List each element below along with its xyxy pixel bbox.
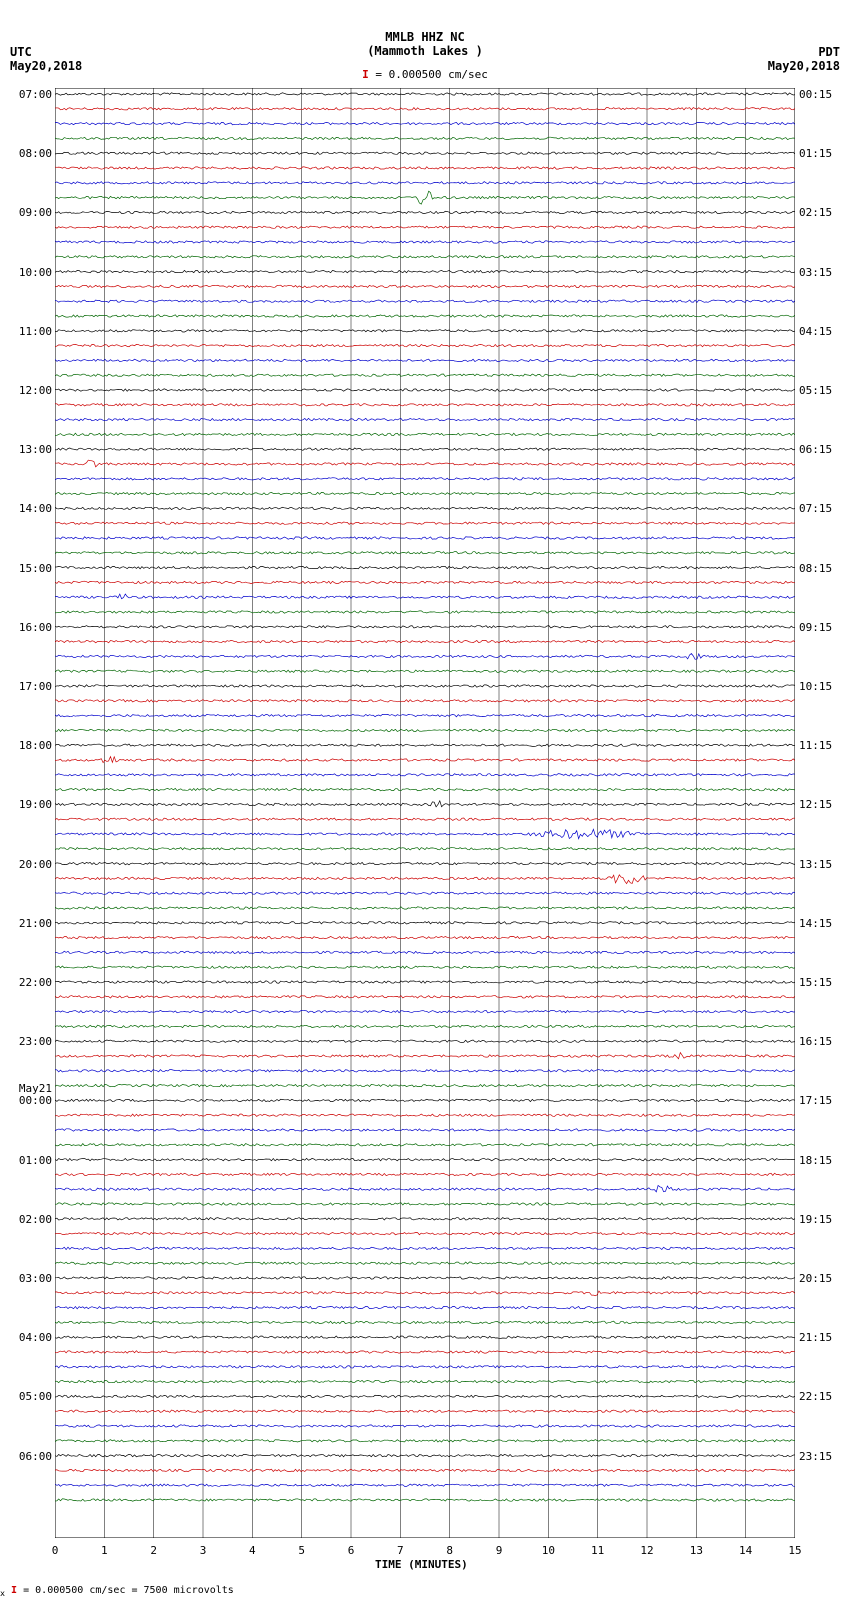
left-hour-label: 18:00 bbox=[2, 739, 52, 752]
right-hour-label: 18:15 bbox=[799, 1154, 847, 1167]
left-hour-label: 11:00 bbox=[2, 325, 52, 338]
right-hour-label: 11:15 bbox=[799, 739, 847, 752]
right-hour-label: 07:15 bbox=[799, 502, 847, 515]
left-hour-label: 22:00 bbox=[2, 976, 52, 989]
right-hour-label: 17:15 bbox=[799, 1094, 847, 1107]
x-tick-label: 8 bbox=[446, 1544, 453, 1557]
x-tick-label: 13 bbox=[690, 1544, 703, 1557]
x-tick-label: 12 bbox=[640, 1544, 653, 1557]
right-hour-label: 05:15 bbox=[799, 384, 847, 397]
x-tick-label: 11 bbox=[591, 1544, 604, 1557]
left-hour-label: 09:00 bbox=[2, 206, 52, 219]
left-date: May20,2018 bbox=[10, 59, 82, 73]
left-hour-label: 23:00 bbox=[2, 1035, 52, 1048]
left-hour-label: 01:00 bbox=[2, 1154, 52, 1167]
left-hour-label: 04:00 bbox=[2, 1331, 52, 1344]
right-hour-label: 20:15 bbox=[799, 1272, 847, 1285]
station-header: MMLB HHZ NC (Mammoth Lakes ) bbox=[367, 30, 483, 58]
left-hour-label: 14:00 bbox=[2, 502, 52, 515]
header-right-tz: PDT May20,2018 bbox=[768, 45, 840, 73]
x-tick-label: 1 bbox=[101, 1544, 108, 1557]
x-tick-label: 7 bbox=[397, 1544, 404, 1557]
x-tick-label: 3 bbox=[200, 1544, 207, 1557]
x-tick-label: 15 bbox=[788, 1544, 801, 1557]
right-hour-label: 02:15 bbox=[799, 206, 847, 219]
footer-text: = 0.000500 cm/sec = 7500 microvolts bbox=[23, 1585, 234, 1596]
left-hour-label: 02:00 bbox=[2, 1213, 52, 1226]
left-hour-label: 05:00 bbox=[2, 1390, 52, 1403]
right-hour-label: 10:15 bbox=[799, 680, 847, 693]
left-hour-label: 15:00 bbox=[2, 562, 52, 575]
x-tick-label: 10 bbox=[542, 1544, 555, 1557]
left-hour-label: 12:00 bbox=[2, 384, 52, 397]
left-hour-label: 03:00 bbox=[2, 1272, 52, 1285]
x-tick-label: 0 bbox=[52, 1544, 59, 1557]
right-tz: PDT bbox=[768, 45, 840, 59]
right-hour-label: 16:15 bbox=[799, 1035, 847, 1048]
left-hour-label: 08:00 bbox=[2, 147, 52, 160]
right-hour-label: 19:15 bbox=[799, 1213, 847, 1226]
station-location: (Mammoth Lakes ) bbox=[367, 44, 483, 58]
right-hour-label: 23:15 bbox=[799, 1450, 847, 1463]
right-hour-label: 01:15 bbox=[799, 147, 847, 160]
right-hour-label: 12:15 bbox=[799, 798, 847, 811]
right-date: May20,2018 bbox=[768, 59, 840, 73]
left-tz: UTC bbox=[10, 45, 82, 59]
x-tick-label: 5 bbox=[298, 1544, 305, 1557]
left-hour-label: 07:00 bbox=[2, 88, 52, 101]
x-tick-label: 4 bbox=[249, 1544, 256, 1557]
scale-indicator: I = 0.000500 cm/sec bbox=[362, 68, 488, 81]
right-hour-label: 15:15 bbox=[799, 976, 847, 989]
right-hour-label: 00:15 bbox=[799, 88, 847, 101]
left-hour-label: 13:00 bbox=[2, 443, 52, 456]
right-hour-label: 04:15 bbox=[799, 325, 847, 338]
left-hour-label: 20:00 bbox=[2, 858, 52, 871]
left-hour-label: 17:00 bbox=[2, 680, 52, 693]
scale-text: = 0.000500 cm/sec bbox=[375, 68, 488, 81]
right-hour-label: 21:15 bbox=[799, 1331, 847, 1344]
left-hour-label: 00:00 bbox=[2, 1094, 52, 1107]
x-tick-label: 6 bbox=[348, 1544, 355, 1557]
left-hour-label: 16:00 bbox=[2, 621, 52, 634]
right-hour-label: 09:15 bbox=[799, 621, 847, 634]
x-tick-label: 9 bbox=[496, 1544, 503, 1557]
station-code: MMLB HHZ NC bbox=[367, 30, 483, 44]
seismograph-container: MMLB HHZ NC (Mammoth Lakes ) I = 0.00050… bbox=[0, 0, 850, 1613]
x-tick-label: 2 bbox=[150, 1544, 157, 1557]
x-axis-title: TIME (MINUTES) bbox=[375, 1558, 468, 1571]
right-hour-label: 06:15 bbox=[799, 443, 847, 456]
plot-svg bbox=[55, 88, 795, 1538]
right-hour-label: 22:15 bbox=[799, 1390, 847, 1403]
header-left-tz: UTC May20,2018 bbox=[10, 45, 82, 73]
left-hour-label: 06:00 bbox=[2, 1450, 52, 1463]
x-tick-label: 14 bbox=[739, 1544, 752, 1557]
footer-scale: x I = 0.000500 cm/sec = 7500 microvolts bbox=[0, 1585, 234, 1598]
right-hour-label: 14:15 bbox=[799, 917, 847, 930]
left-hour-label: 21:00 bbox=[2, 917, 52, 930]
left-hour-label: 10:00 bbox=[2, 266, 52, 279]
left-hour-label: 19:00 bbox=[2, 798, 52, 811]
right-hour-label: 13:15 bbox=[799, 858, 847, 871]
right-hour-label: 08:15 bbox=[799, 562, 847, 575]
right-hour-label: 03:15 bbox=[799, 266, 847, 279]
helicorder-plot bbox=[55, 88, 795, 1538]
